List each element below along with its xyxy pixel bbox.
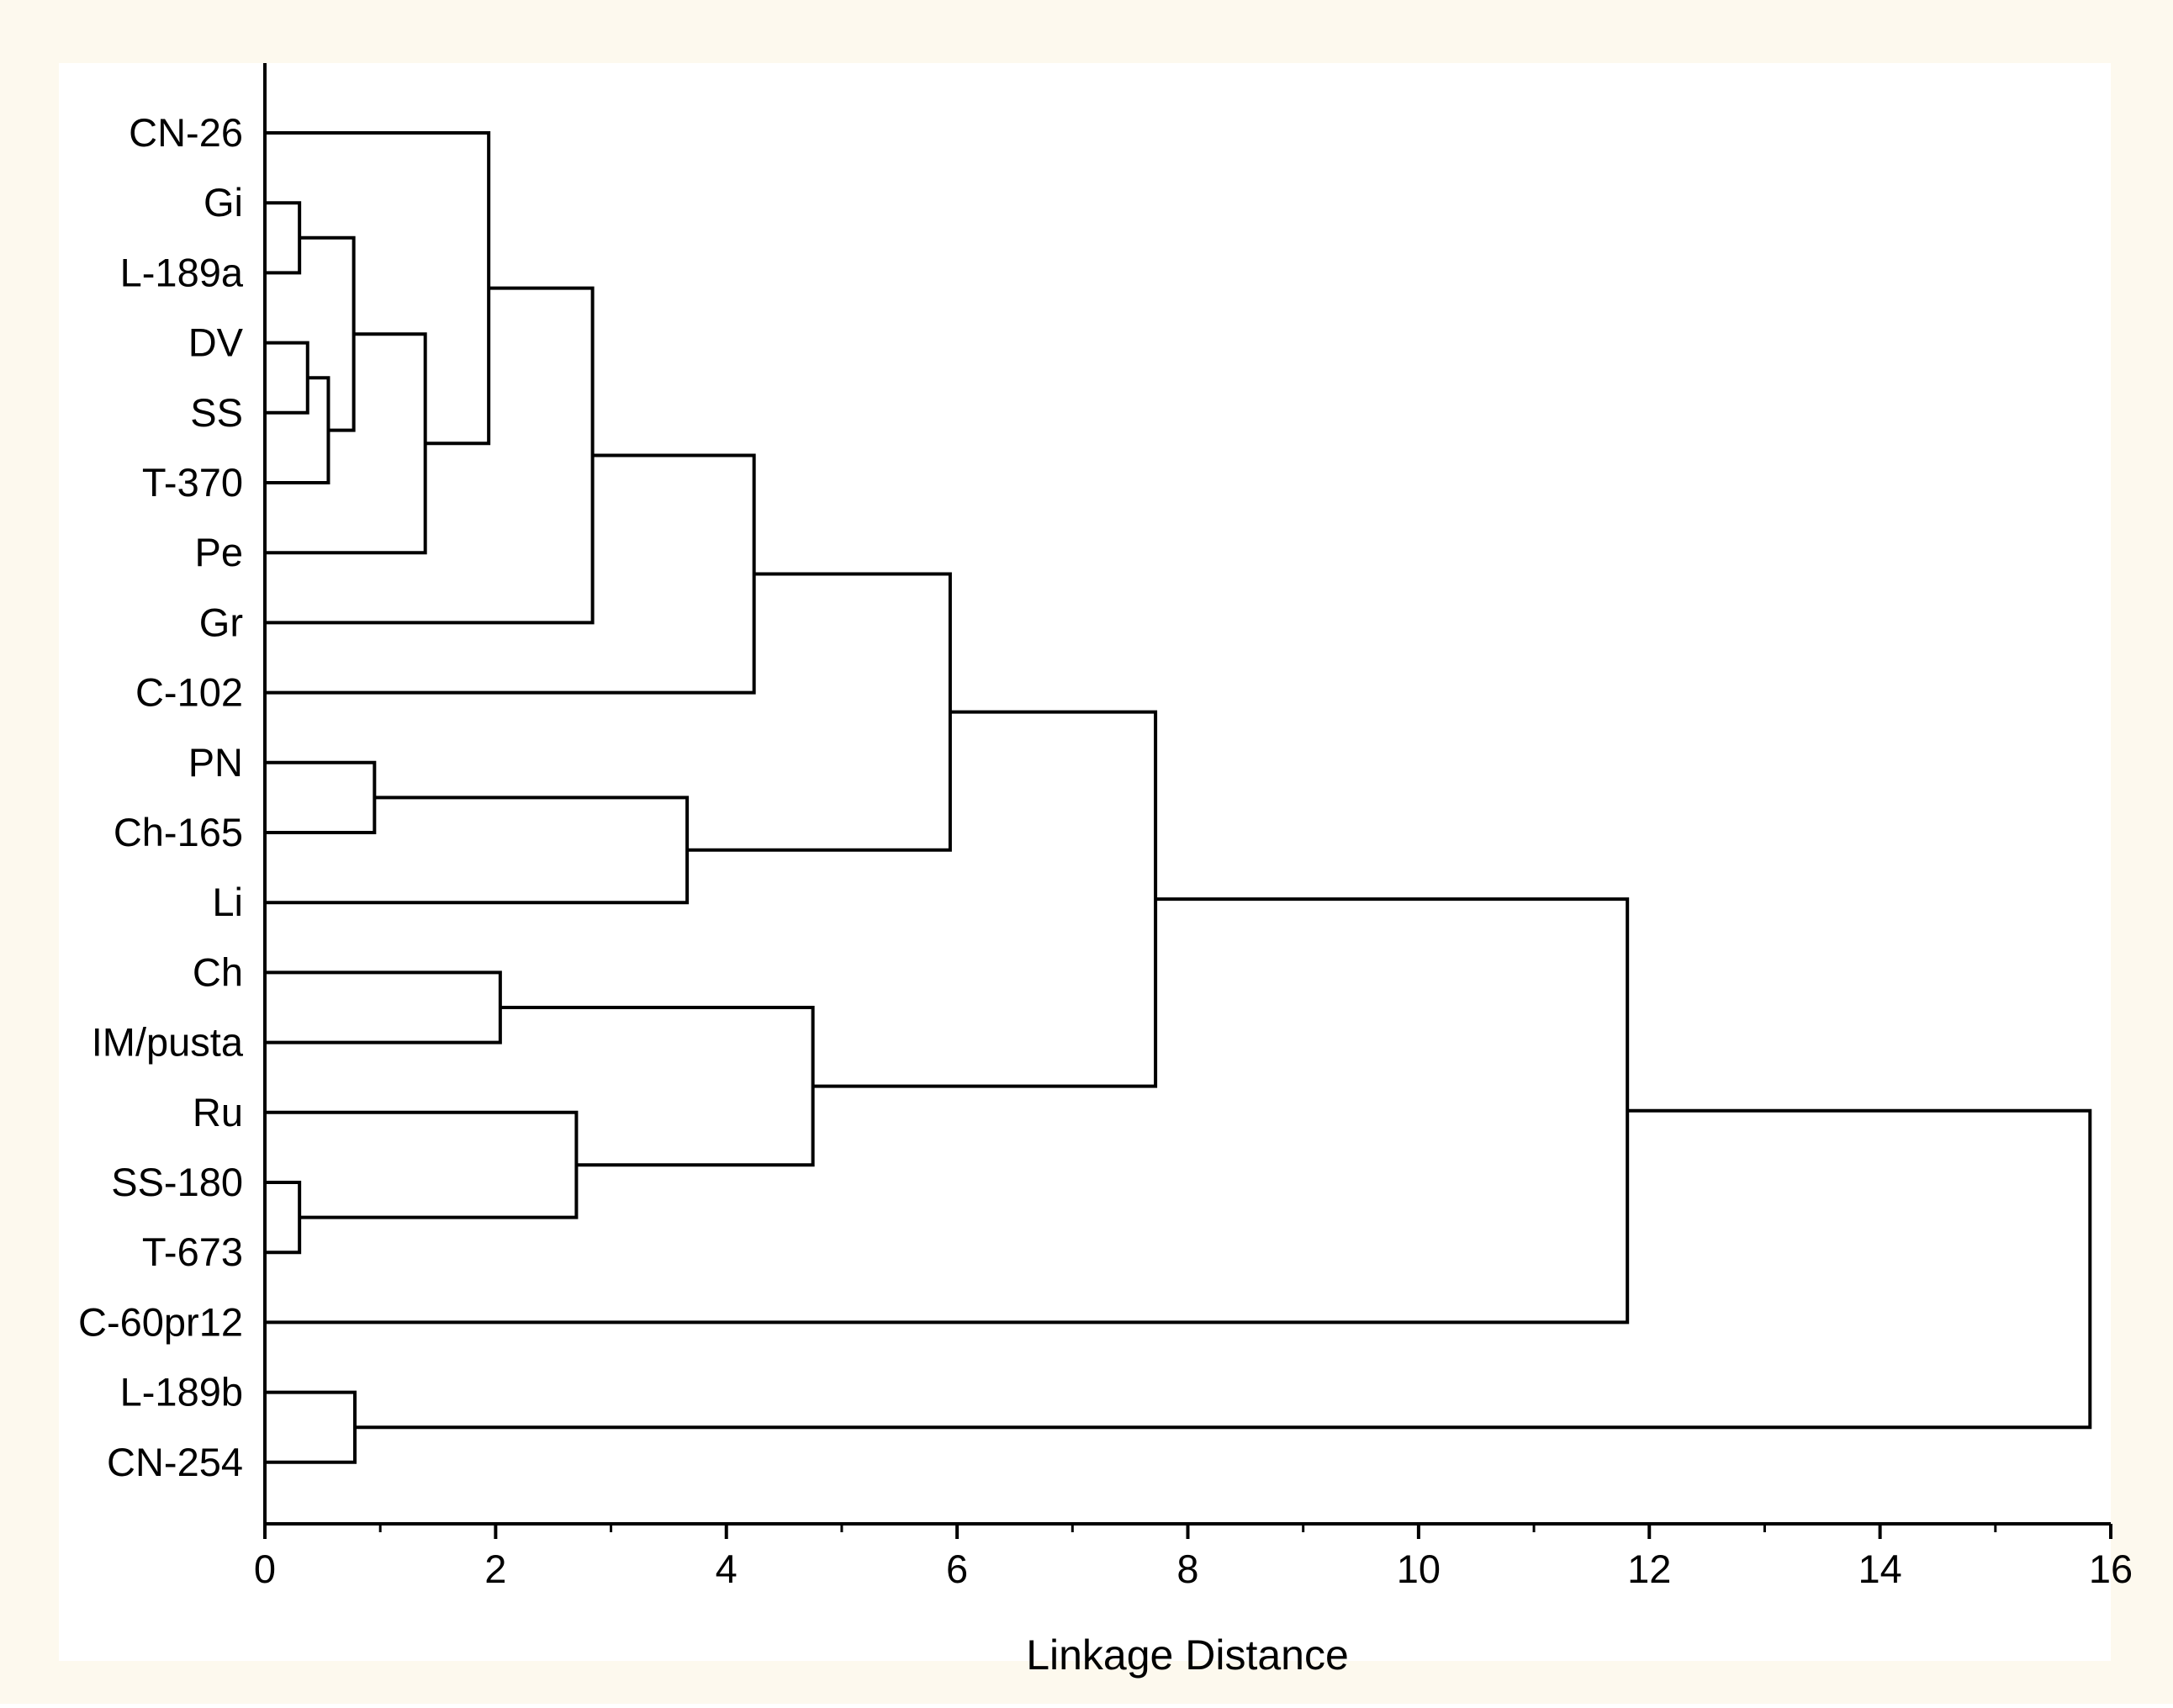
x-tick-label: 4 [716, 1547, 738, 1591]
dendrogram-link [355, 1108, 2092, 1430]
leaf-label: IM/pusta [92, 1020, 244, 1065]
dendrogram-link [265, 341, 309, 415]
dendrogram-link [265, 1181, 302, 1255]
x-axis-title: Linkage Distance [1026, 1631, 1349, 1679]
leaf-label: Gr [199, 600, 243, 644]
x-axis-tick-labels: 0 2 4 6 8 10 12 14 16 [254, 1547, 2133, 1591]
dendrogram-link [265, 376, 330, 484]
dendrogram-link [265, 286, 595, 625]
dendrogram-link [265, 796, 690, 905]
leaf-label: SS [190, 390, 243, 435]
x-tick-label: 2 [484, 1547, 506, 1591]
leaf-label: Li [212, 880, 243, 924]
leaf-label: Ru [193, 1090, 243, 1134]
x-tick-label: 12 [1627, 1547, 1671, 1591]
dendrogram-link [265, 201, 302, 275]
plot-area-background [59, 63, 2111, 1661]
leaf-label: T-673 [142, 1229, 243, 1274]
dendrogram-link [265, 897, 1630, 1325]
leaf-label: T-370 [142, 460, 243, 505]
dendrogram-link [265, 970, 502, 1044]
dendrogram-link [687, 572, 952, 852]
leaf-label: PN [188, 740, 243, 785]
dendrogram-link [265, 1390, 357, 1464]
leaf-label: CN-26 [129, 110, 243, 155]
leaf-label: Ch-165 [114, 810, 243, 854]
leaf-label: CN-254 [107, 1440, 243, 1484]
x-tick-label: 8 [1176, 1547, 1198, 1591]
leaf-labels: CN-26 Gi L-189a DV SS T-370 Pe Gr C-102 PN Ch-165 L… [78, 110, 244, 1484]
x-tick-label: 14 [1858, 1547, 1901, 1591]
leaf-label: Ch [193, 949, 243, 994]
leaf-label: Pe [195, 530, 244, 574]
leaf-label: L-189b [120, 1370, 243, 1415]
x-axis-ticks [263, 1524, 2112, 1539]
x-tick-label: 6 [946, 1547, 968, 1591]
leaf-label: C-60pr12 [78, 1299, 243, 1344]
leaf-label: C-102 [135, 670, 243, 715]
dendrogram-link [265, 760, 377, 834]
leaf-label: DV [188, 320, 244, 365]
leaf-label: SS-180 [111, 1160, 243, 1204]
leaf-label: Gi [204, 180, 243, 225]
x-tick-label: 0 [254, 1547, 276, 1591]
leaf-label: L-189a [120, 250, 244, 294]
x-tick-label: 10 [1397, 1547, 1441, 1591]
x-tick-label: 16 [2089, 1547, 2133, 1591]
dendrogram-links [265, 131, 2092, 1464]
dendrogram-link [299, 235, 356, 432]
dendrogram-link [265, 1110, 579, 1219]
